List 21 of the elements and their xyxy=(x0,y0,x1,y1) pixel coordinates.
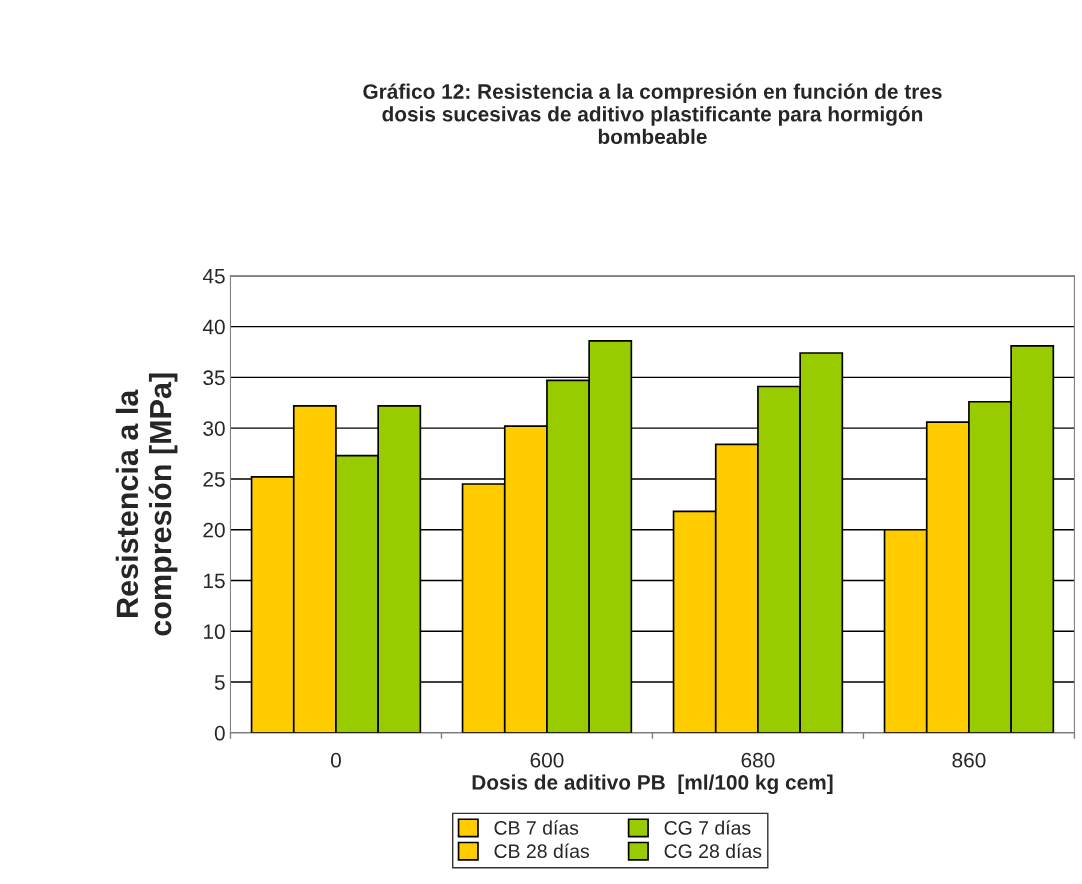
y-tick-label: 5 xyxy=(214,675,225,690)
y-tick-label: 40 xyxy=(202,319,225,335)
y-tick-label: 20 xyxy=(203,522,225,538)
y-axis-title: Resistencia a la compresión [MPa] xyxy=(115,373,178,636)
y-tick-label: 10 xyxy=(204,624,225,640)
y-tick-label: 45 xyxy=(202,269,225,284)
x-tick-label: 860 xyxy=(952,752,986,768)
x-tick-label: 0 xyxy=(330,752,341,768)
x-tick-label: 600 xyxy=(530,752,564,768)
legend-label: CB 28 días xyxy=(494,843,590,859)
chart-title: Gráfico 12: Resistencia a la compresión en función de tres dosis sucesivas de aditivo plastificante para hormigón bombeable xyxy=(363,83,942,145)
y-tick-label: 25 xyxy=(203,471,225,487)
legend-label: CG 7 días xyxy=(664,820,751,835)
y-tick-label: 0 xyxy=(214,725,225,741)
x-axis-title: Dosis de aditivo PB [ml/100 kg cem] xyxy=(472,774,833,794)
legend-label: CG 28 días xyxy=(664,843,762,859)
y-tick-label: 30 xyxy=(203,421,225,436)
y-tick-label: 15 xyxy=(204,573,225,589)
legend-label: CB 7 días xyxy=(494,820,579,835)
y-tick-label: 35 xyxy=(203,370,225,386)
x-tick-label: 680 xyxy=(741,752,775,768)
